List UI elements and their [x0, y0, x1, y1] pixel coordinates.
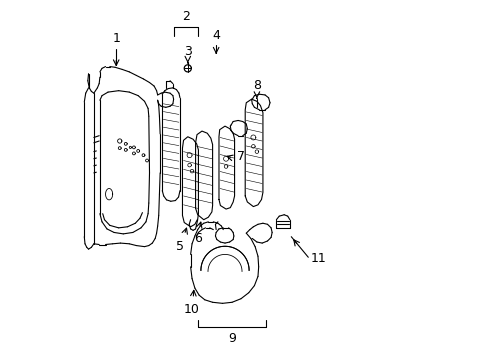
Text: 5: 5: [176, 239, 183, 253]
Text: 3: 3: [183, 45, 191, 58]
Text: 6: 6: [193, 233, 201, 246]
Text: 8: 8: [252, 79, 261, 92]
Text: 2: 2: [182, 10, 189, 23]
Text: 10: 10: [183, 303, 200, 316]
Text: 7: 7: [236, 150, 244, 163]
Text: 4: 4: [212, 30, 220, 42]
Text: 11: 11: [310, 252, 326, 265]
Text: 9: 9: [228, 332, 236, 345]
Text: 1: 1: [112, 32, 120, 45]
